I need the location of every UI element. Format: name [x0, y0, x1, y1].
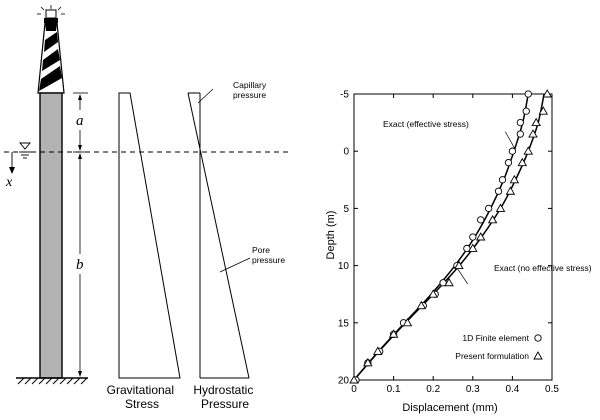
depth-axis: x [5, 152, 15, 190]
marker-triangle [475, 232, 486, 241]
x-tick-label: 0.5 [545, 384, 559, 395]
pore-annotation: Pore pressure [252, 245, 285, 265]
dimension-label-b: b [76, 257, 84, 273]
x-tick-label: 0.3 [466, 384, 480, 395]
dimension-label-a: a [76, 113, 84, 129]
marker-triangle [444, 277, 454, 287]
x-tick-label: 0.1 [387, 384, 401, 395]
marker-circle [504, 158, 513, 167]
callout-no-effective [457, 268, 468, 285]
marker-circle [516, 118, 524, 127]
marker-triangle [523, 146, 534, 155]
plot-frame [353, 93, 553, 381]
schematic: x a b [4, 5, 292, 411]
marker-triangle [509, 174, 520, 184]
y-tick-label: 10 [338, 261, 350, 272]
marker-triangle [349, 375, 359, 384]
marker-triangle [531, 117, 541, 127]
marker-triangle [542, 89, 553, 98]
marker-circle [524, 90, 532, 98]
y-tick-label: 15 [338, 318, 350, 329]
marker-triangle [454, 260, 464, 270]
marker-circle [498, 176, 507, 184]
marker-triangle [428, 289, 438, 298]
water-table-icon [19, 142, 31, 159]
gravitational-stress-label: Gravitational Stress [107, 383, 178, 411]
x-tick-label: 0.4 [505, 384, 519, 395]
y-axis-title: Depth (m) [325, 211, 337, 260]
y-tick-label: 20 [338, 376, 350, 387]
marker-triangle [528, 129, 538, 138]
lighthouse-icon [37, 5, 65, 94]
axis-ticks: 0 0.1 0.2 0.3 0.4 0.5 -5 0 5 10 15 20 [338, 90, 560, 396]
marker-triangle [363, 357, 373, 367]
marker-triangle [517, 157, 528, 167]
capillary-callout-line [197, 88, 214, 104]
legend-label-finite-element: 1D Finite element [462, 333, 529, 343]
curve-label-no-effective-stress: Exact (no effective stress) [494, 263, 592, 273]
ground-hatching [16, 377, 88, 385]
displacement-chart: 0 0.1 0.2 0.3 0.4 0.5 -5 0 5 10 15 20 Displacement … [325, 89, 592, 414]
marker-triangle [372, 346, 383, 355]
marker-triangle [487, 214, 498, 224]
y-tick-label: 5 [343, 204, 349, 215]
y-tick-label: -5 [340, 90, 349, 101]
plot-area-border [353, 93, 553, 381]
marker-circle [516, 130, 524, 138]
x-tick-label: 0 [351, 384, 357, 395]
marker-triangle [538, 106, 549, 115]
curve-label-effective-stress: Exact (effective stress) [383, 119, 469, 129]
callout-effective [504, 131, 515, 148]
marker-circle [469, 233, 477, 241]
legend-label-present-formulation: Present formulation [455, 351, 529, 361]
y-tick-label: 0 [343, 147, 349, 158]
legend-marker-triangle [533, 351, 543, 360]
marker-triangle [468, 243, 478, 252]
curve-callouts [457, 131, 515, 285]
x-tick-label: 0.2 [426, 384, 440, 395]
marker-triangle [388, 329, 399, 338]
marker-circle [522, 107, 530, 115]
capillary-annotation: Capillary pressure [233, 80, 268, 100]
dimension-line [73, 92, 88, 379]
legend: 1D Finite element Present formulation [455, 333, 543, 361]
legend-marker-circle [534, 334, 542, 342]
marker-circle [484, 204, 493, 213]
marker-triangle [505, 186, 516, 195]
gravitational-stress-diagram [118, 92, 181, 379]
depth-axis-label: x [5, 175, 13, 190]
pore-callout-line [219, 257, 251, 273]
marker-triangle [402, 317, 413, 327]
x-axis-title: Displacement (mm) [402, 402, 497, 414]
marker-triangle [495, 203, 506, 212]
marker-triangle [416, 300, 427, 310]
hydrostatic-pressure-diagram [187, 92, 250, 379]
marker-circle [508, 147, 517, 155]
series-markers [349, 89, 553, 384]
marker-circle [477, 216, 485, 224]
pile-column [39, 92, 63, 379]
hydrostatic-pressure-label: Hydrostatic Pressure [193, 383, 256, 411]
marker-circle [494, 187, 503, 195]
